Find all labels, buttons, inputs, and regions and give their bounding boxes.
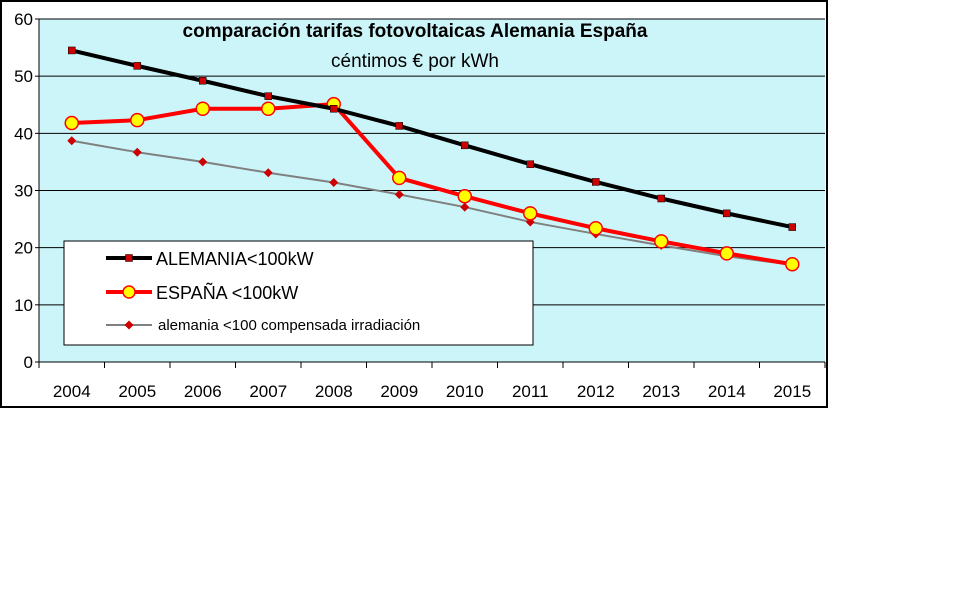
data-point bbox=[330, 105, 338, 113]
x-tick-label: 2012 bbox=[577, 382, 615, 401]
data-point bbox=[392, 170, 407, 186]
series-1 bbox=[64, 96, 800, 272]
series-line bbox=[71, 102, 793, 267]
data-point bbox=[195, 101, 210, 117]
data-point bbox=[723, 209, 731, 218]
data-point bbox=[460, 202, 470, 212]
x-tick-label: 2006 bbox=[184, 382, 222, 401]
legend-label: ESPAÑA <100kW bbox=[156, 282, 298, 303]
y-tick-label: 0 bbox=[24, 353, 33, 372]
data-point bbox=[657, 194, 665, 203]
y-axis-ticks: 0 10 20 30 40 50 60 bbox=[14, 10, 39, 372]
y-tick-label: 50 bbox=[14, 67, 33, 86]
data-point bbox=[130, 112, 145, 128]
data-point bbox=[461, 141, 469, 150]
chart-subtitle: céntimos € por kWh bbox=[331, 51, 499, 72]
y-tick-label: 20 bbox=[14, 239, 33, 258]
series-line bbox=[71, 139, 793, 266]
x-tick-label: 2008 bbox=[315, 382, 353, 401]
chart-title: comparación tarifas fotovoltaicas Aleman… bbox=[183, 21, 648, 42]
legend: ALEMANIA<100kW ESPAÑA <100kW alemania <100… bbox=[63, 240, 534, 346]
data-point bbox=[394, 190, 404, 200]
data-point bbox=[788, 223, 796, 231]
x-tick-label: 2004 bbox=[53, 382, 91, 401]
data-point bbox=[592, 178, 600, 186]
x-tick-label: 2005 bbox=[118, 382, 156, 401]
data-point bbox=[654, 234, 669, 249]
series-line bbox=[71, 48, 793, 230]
data-point bbox=[198, 157, 208, 167]
x-tick-label: 2007 bbox=[249, 382, 287, 401]
data-point bbox=[785, 256, 800, 272]
data-point bbox=[261, 101, 276, 117]
data-point bbox=[526, 160, 534, 168]
x-tick-label: 2009 bbox=[380, 382, 418, 401]
legend-label: ALEMANIA<100kW bbox=[156, 249, 314, 269]
data-point bbox=[264, 92, 272, 100]
data-point bbox=[719, 246, 734, 261]
x-tick-label: 2010 bbox=[446, 382, 484, 401]
series-0 bbox=[68, 46, 796, 231]
data-point bbox=[68, 46, 76, 55]
x-tick-label: 2015 bbox=[773, 382, 811, 401]
data-point bbox=[263, 168, 273, 178]
data-point bbox=[67, 136, 77, 146]
data-point bbox=[199, 76, 207, 85]
data-point bbox=[588, 220, 603, 236]
data-point bbox=[395, 122, 403, 130]
x-tick-label: 2014 bbox=[708, 382, 746, 401]
data-point bbox=[329, 177, 339, 187]
y-tick-label: 40 bbox=[14, 124, 33, 143]
legend-label: alemania <100 compensada irradiación bbox=[158, 317, 420, 334]
x-tick-label: 2013 bbox=[642, 382, 680, 401]
data-point bbox=[132, 147, 142, 157]
x-axis-ticks: 2004 2005 2006 2007 2008 2009 2010 2011 2012 2013… bbox=[38, 362, 826, 401]
y-tick-label: 60 bbox=[14, 10, 33, 29]
data-point bbox=[64, 115, 79, 131]
data-point bbox=[523, 206, 538, 221]
y-tick-label: 30 bbox=[14, 182, 33, 201]
legend-swatch-marker bbox=[125, 254, 133, 262]
y-tick-label: 10 bbox=[14, 296, 33, 315]
legend-swatch-marker bbox=[124, 320, 134, 330]
series-group bbox=[64, 46, 800, 272]
data-point bbox=[133, 62, 141, 70]
legend-swatch-marker bbox=[122, 285, 136, 299]
x-tick-label: 2011 bbox=[512, 382, 549, 401]
data-point bbox=[457, 188, 472, 204]
